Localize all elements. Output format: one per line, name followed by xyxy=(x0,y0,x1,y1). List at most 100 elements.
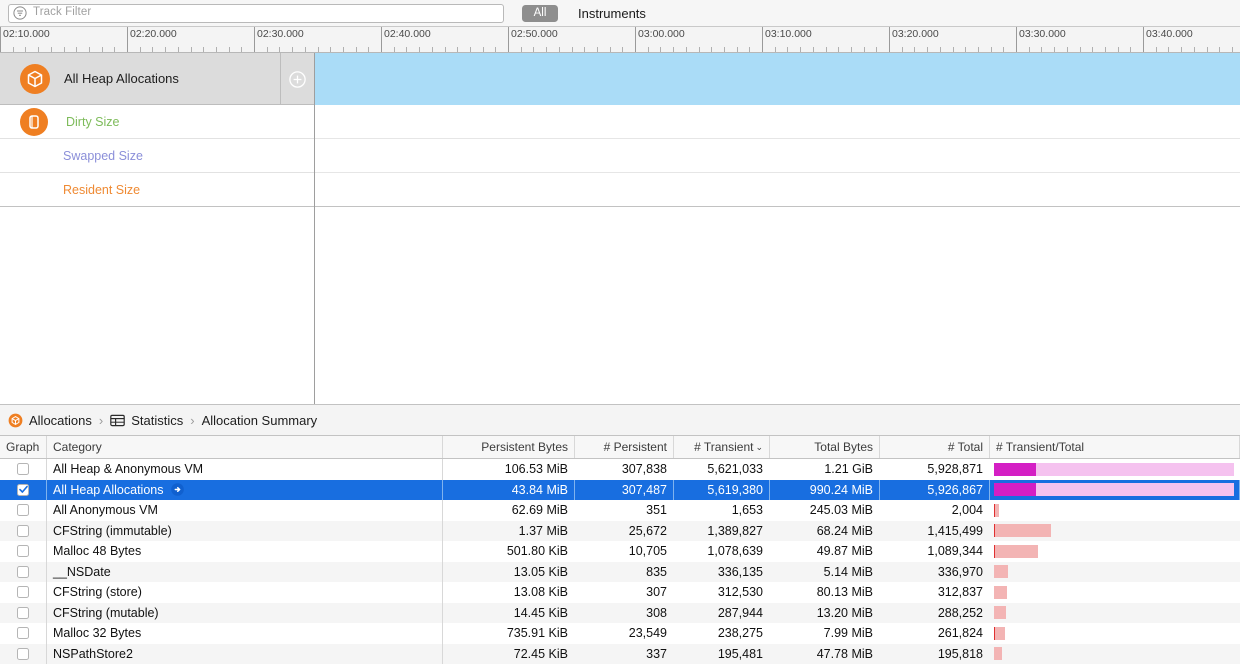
column-header-graph[interactable]: Graph xyxy=(0,436,47,458)
row-category-label: CFString (immutable) xyxy=(53,523,172,538)
add-track-button[interactable] xyxy=(280,53,314,105)
row-graph-checkbox-cell[interactable] xyxy=(0,582,47,603)
row-graph-checkbox-cell[interactable] xyxy=(0,602,47,623)
ruler-minor-tick xyxy=(279,47,281,52)
ruler-tick-label: 03:40.000 xyxy=(1146,28,1193,40)
ruler-minor-tick xyxy=(1206,47,1208,52)
table-row[interactable]: All Heap Allocations 43.84 MiB 307,487 5,61… xyxy=(0,479,1240,500)
ruler-minor-tick xyxy=(495,47,497,52)
row-cell-transient-total-bar xyxy=(990,644,1240,664)
graph-checkbox[interactable] xyxy=(17,647,29,660)
ruler-minor-tick xyxy=(914,47,916,52)
row-graph-checkbox-cell[interactable] xyxy=(0,500,47,521)
ruler-minor-tick xyxy=(939,47,941,52)
row-category-cell: Malloc 48 Bytes xyxy=(47,541,443,562)
table-row[interactable]: CFString (immutable) 1.37 MiB 25,672 1,389,… xyxy=(0,520,1240,541)
time-selection-band[interactable] xyxy=(315,53,1240,105)
row-cell-num_persistent: 337 xyxy=(646,646,667,661)
ruler-minor-tick xyxy=(812,47,814,52)
row-category-label: __NSDate xyxy=(53,564,111,579)
track-filter-field[interactable]: Track Filter xyxy=(8,3,504,23)
column-header-num_total[interactable]: # Total xyxy=(880,436,990,458)
breadcrumb-item-allocations[interactable]: Allocations xyxy=(8,413,92,428)
canvas-row-swapped-size[interactable] xyxy=(315,139,1240,173)
column-header-category[interactable]: Category xyxy=(47,436,443,458)
column-header-total_bytes[interactable]: Total Bytes xyxy=(770,436,880,458)
row-cell-persistent_bytes: 735.91 KiB xyxy=(506,626,568,641)
column-header-num_persistent[interactable]: # Persistent xyxy=(575,436,674,458)
table-row[interactable]: __NSDate 13.05 KiB 835 336,135 5.14 MiB 336,9… xyxy=(0,561,1240,582)
ruler-minor-tick xyxy=(876,47,878,52)
ruler-tick-label: 03:00.000 xyxy=(638,28,685,40)
ruler-tick-label: 03:10.000 xyxy=(765,28,812,40)
track-row-dirty-size[interactable]: Dirty Size xyxy=(0,105,314,139)
graph-checkbox[interactable] xyxy=(17,606,29,619)
canvas-row-dirty-size[interactable] xyxy=(315,105,1240,139)
table-row[interactable]: All Heap & Anonymous VM 106.53 MiB 307,838… xyxy=(0,459,1240,480)
ruler-minor-tick xyxy=(609,47,611,52)
row-cell-total_bytes: 7.99 MiB xyxy=(823,626,873,641)
row-category-cell: All Heap Allocations xyxy=(47,479,443,500)
ruler-minor-tick xyxy=(800,47,802,52)
all-filter-button[interactable]: All xyxy=(522,4,558,22)
breadcrumb-label-allocations: Allocations xyxy=(29,412,92,428)
row-graph-checkbox-cell[interactable] xyxy=(0,643,47,664)
ruler-minor-tick xyxy=(723,47,725,52)
column-header-label: # Transient/Total xyxy=(996,440,1085,454)
graph-checkbox[interactable] xyxy=(17,483,29,496)
bar-segment-persistent xyxy=(994,544,995,558)
row-category-cell: CFString (store) xyxy=(47,582,443,603)
graph-checkbox[interactable] xyxy=(17,524,29,537)
bar-segment-transient xyxy=(995,544,1038,558)
graph-checkbox[interactable] xyxy=(17,504,29,517)
row-graph-checkbox-cell[interactable] xyxy=(0,623,47,644)
bar-segment-transient xyxy=(994,606,1006,620)
table-row[interactable]: NSPathStore2 72.45 KiB 337 195,481 47.78 MiB… xyxy=(0,643,1240,664)
column-header-num_transient[interactable]: # Transient ⌄ xyxy=(674,436,770,458)
column-header-label: # Persistent xyxy=(603,440,667,454)
track-row-swapped-size[interactable]: Swapped Size xyxy=(0,139,314,173)
graph-checkbox[interactable] xyxy=(17,627,29,640)
row-cell-persistent_bytes: 62.69 MiB xyxy=(511,503,568,518)
row-cell-num_total: 261,824 xyxy=(937,626,983,641)
table-row[interactable]: CFString (store) 13.08 KiB 307 312,530 80.13… xyxy=(0,582,1240,603)
graph-checkbox[interactable] xyxy=(17,545,29,558)
breadcrumb-item-allocation-summary[interactable]: Allocation Summary xyxy=(202,413,318,428)
row-graph-checkbox-cell[interactable] xyxy=(0,459,47,480)
table-row[interactable]: CFString (mutable) 14.45 KiB 308 287,944 13.… xyxy=(0,602,1240,623)
graph-checkbox[interactable] xyxy=(17,586,29,599)
track-row-all-heap-allocations[interactable]: All Heap Allocations xyxy=(0,53,314,105)
canvas-row-all-heap-allocations[interactable] xyxy=(315,53,1240,105)
time-ruler[interactable]: 02:10.000 02:20.000 02:30.000 02:40.000 02:5… xyxy=(0,27,1240,53)
table-row[interactable]: Malloc 32 Bytes 735.91 KiB 23,549 238,275 7.… xyxy=(0,623,1240,644)
column-header-transient_total[interactable]: # Transient/Total xyxy=(990,436,1240,458)
column-header-persistent_bytes[interactable]: Persistent Bytes xyxy=(443,436,575,458)
ruler-tick-label: 02:10.000 xyxy=(3,28,50,40)
row-category-label: Malloc 48 Bytes xyxy=(53,544,142,559)
ruler-minor-tick xyxy=(393,47,395,52)
track-canvas[interactable] xyxy=(315,53,1240,404)
table-row[interactable]: All Anonymous VM 62.69 MiB 351 1,653 245.03 … xyxy=(0,500,1240,521)
row-cell-num_transient: 312,530 xyxy=(717,585,763,600)
ruler-tick-group: 03:30.000 xyxy=(1016,27,1143,52)
track-row-resident-size[interactable]: Resident Size xyxy=(0,173,314,207)
row-graph-checkbox-cell[interactable] xyxy=(0,520,47,541)
ruler-minor-tick xyxy=(622,47,624,52)
row-graph-checkbox-cell[interactable] xyxy=(0,479,47,500)
detail-arrow-icon[interactable] xyxy=(171,483,185,497)
ruler-minor-tick xyxy=(533,47,535,52)
ruler-major-tick xyxy=(762,27,763,52)
table-row[interactable]: Malloc 48 Bytes 501.80 KiB 10,705 1,078,639… xyxy=(0,541,1240,562)
row-category-label: NSPathStore2 xyxy=(53,646,133,661)
breadcrumb-item-statistics[interactable]: Statistics xyxy=(110,413,183,428)
row-cell-total_bytes: 1.21 GiB xyxy=(824,462,873,477)
breadcrumb: Allocations › Statistics › Allocation Su… xyxy=(0,405,1240,436)
canvas-row-resident-size[interactable] xyxy=(315,173,1240,207)
graph-checkbox[interactable] xyxy=(17,565,29,578)
ruler-minor-tick xyxy=(241,47,243,52)
graph-checkbox[interactable] xyxy=(17,463,29,476)
track-title: All Heap Allocations xyxy=(64,71,179,86)
row-graph-checkbox-cell[interactable] xyxy=(0,541,47,562)
row-graph-checkbox-cell[interactable] xyxy=(0,561,47,582)
ruler-major-tick xyxy=(381,27,382,52)
